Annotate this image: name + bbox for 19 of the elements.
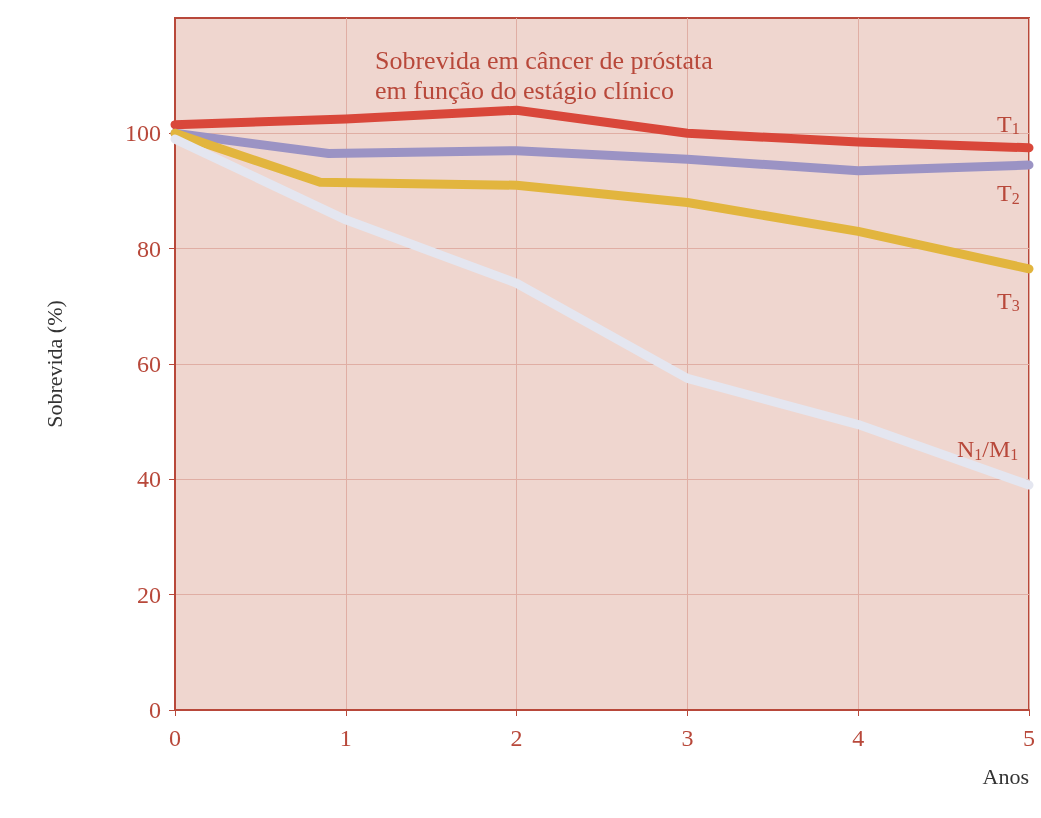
y-tick-label: 20: [137, 581, 161, 608]
x-tick-label: 0: [169, 725, 181, 751]
series-label: T3: [997, 287, 1020, 315]
series-label: T1: [997, 110, 1020, 138]
y-tick-label: 100: [125, 120, 161, 147]
x-tick-label: 3: [681, 725, 694, 751]
x-tick-label: 5: [1023, 725, 1035, 751]
x-axis-title: Anos: [982, 763, 1029, 789]
series-label: T2: [997, 180, 1020, 207]
x-tick-label: 4: [852, 725, 865, 751]
text: Sobrevida em câncer de próstata em função do estágio clínico: [375, 45, 714, 105]
y-tick-label: 80: [137, 235, 161, 262]
x-tick-label: 2: [510, 725, 523, 751]
y-tick-label: 40: [137, 466, 161, 493]
y-tick-label: 0: [149, 697, 161, 723]
y-axis-title: Sobrevida (%): [41, 300, 67, 428]
x-tick-label: 1: [339, 725, 352, 751]
series-label: N1/M1: [957, 436, 1019, 463]
y-tick-label: 60: [137, 351, 161, 377]
